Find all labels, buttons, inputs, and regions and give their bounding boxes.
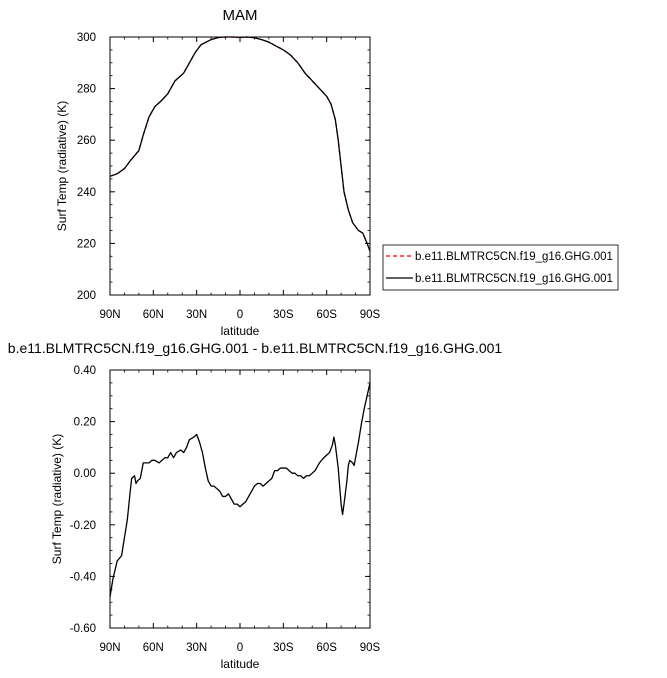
- y-tick-label: 240: [77, 187, 96, 199]
- y-tick-label: -0.60: [70, 623, 96, 635]
- bottom-x-axis-label: latitude: [221, 657, 260, 671]
- x-tick-label: 30N: [186, 642, 207, 654]
- y-tick-label: 0.20: [74, 417, 96, 429]
- y-tick-label: -0.40: [70, 571, 96, 583]
- x-tick-label: 60S: [316, 309, 337, 321]
- x-tick-label: 0: [237, 642, 243, 654]
- y-tick-label: 260: [77, 135, 96, 147]
- y-tick-label: 0.40: [74, 365, 96, 377]
- bottom-panel: b.e11.BLMTRC5CN.f19_g16.GHG.001 - b.e11.…: [8, 340, 503, 671]
- x-tick-label: 0: [237, 309, 243, 321]
- top-y-axis-label: Surf Temp (radiative) (K): [55, 101, 69, 231]
- y-tick-label: 280: [77, 84, 96, 96]
- legend-box: [382, 244, 619, 291]
- top-panel: MAM 90N 60N 30N 0 30S 60S 90S 200 220 240 260 280 3…: [55, 7, 619, 338]
- legend-label-1: b.e11.BLMTRC5CN.f19_g16.GHG.001: [415, 251, 613, 263]
- x-tick-label: 30S: [273, 642, 294, 654]
- x-tick-label: 30S: [273, 309, 294, 321]
- y-tick-label: 0.00: [74, 468, 96, 480]
- x-tick-label: 30N: [186, 309, 207, 321]
- x-tick-label: 90S: [360, 309, 381, 321]
- series-line-1: [109, 382, 371, 598]
- top-series-group: [109, 36, 371, 252]
- bottom-x-ticks: 90N 60N 30N 0 30S 60S 90S: [99, 370, 381, 654]
- top-x-axis-label: latitude: [221, 324, 260, 338]
- x-tick-label: 90N: [99, 309, 120, 321]
- bottom-series-group: [109, 382, 371, 598]
- legend: b.e11.BLMTRC5CN.f19_g16.GHG.001 b.e11.BL…: [382, 244, 619, 291]
- series-line-1: [109, 36, 371, 252]
- x-tick-label: 90N: [99, 642, 120, 654]
- series-line-2: [109, 36, 371, 252]
- bottom-chart-title: b.e11.BLMTRC5CN.f19_g16.GHG.001 - b.e11.…: [8, 340, 503, 356]
- y-tick-label: -0.20: [70, 520, 96, 532]
- top-x-ticks: 90N 60N 30N 0 30S 60S 90S: [99, 37, 381, 321]
- y-tick-label: 300: [77, 32, 96, 44]
- bottom-plot-frame: [109, 369, 371, 629]
- x-tick-label: 60N: [143, 642, 164, 654]
- bottom-y-axis-label: Surf Temp (radiative) (K): [50, 434, 64, 564]
- top-plot-frame: [109, 36, 371, 296]
- x-tick-label: 60S: [316, 642, 337, 654]
- x-tick-label: 60N: [143, 309, 164, 321]
- legend-label-2: b.e11.BLMTRC5CN.f19_g16.GHG.001: [415, 273, 613, 285]
- y-tick-label: 220: [77, 238, 96, 250]
- x-tick-label: 90S: [360, 642, 381, 654]
- bottom-y-ticks: -0.60 -0.40 -0.20 0.00 0.20 0.40: [70, 365, 370, 635]
- top-y-ticks: 200 220 240 260 280 300: [77, 32, 370, 302]
- y-tick-label: 200: [77, 290, 96, 302]
- top-chart-title: MAM: [223, 7, 258, 24]
